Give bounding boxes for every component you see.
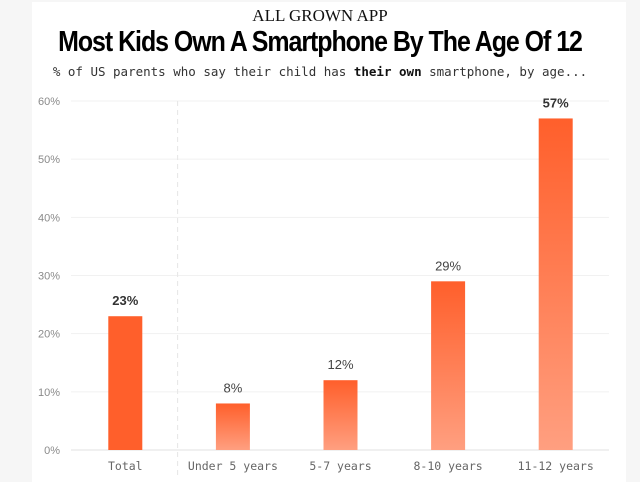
y-axis: 0% 10% 20% 30% 40% 50% 60% — [38, 96, 60, 457]
data-label: 12% — [327, 357, 353, 372]
y-tick-label: 60% — [38, 96, 60, 108]
x-tick-label: Total — [108, 459, 143, 473]
bar — [323, 380, 358, 450]
y-tick-label: 40% — [38, 212, 60, 224]
bar — [538, 118, 573, 450]
bar — [108, 316, 143, 450]
subtitle-text-bold: their own — [353, 64, 422, 79]
y-tick-label: 50% — [38, 154, 60, 166]
subtitle-text-pre: % of US parents who say their child has — [52, 64, 354, 79]
x-tick-label: 8-10 years — [413, 459, 482, 473]
data-label: 8% — [224, 380, 243, 395]
data-label: 57% — [543, 95, 569, 110]
x-tick-label: 11-12 years — [518, 459, 594, 473]
brand-name: ALL GROWN APP — [252, 6, 388, 25]
data-label: 29% — [435, 258, 461, 273]
bar — [215, 403, 250, 450]
x-tick-label: 5-7 years — [309, 459, 371, 473]
data-labels: 23% 8% 12% 29% 57% — [112, 95, 569, 395]
data-label: 23% — [112, 293, 138, 308]
x-tick-label: Under 5 years — [188, 459, 278, 473]
bar — [431, 281, 466, 450]
y-tick-label: 20% — [38, 329, 60, 341]
y-tick-label: 0% — [44, 445, 60, 457]
subtitle-text-post: smartphone, by age... — [421, 64, 588, 79]
y-tick-label: 30% — [38, 271, 60, 283]
y-tick-label: 10% — [38, 387, 60, 399]
chart-title: Most Kids Own A Smartphone By The Age Of… — [58, 26, 583, 58]
x-axis: Total Under 5 years 5-7 years 8-10 years 11-… — [108, 459, 594, 473]
bars — [108, 118, 573, 450]
chart-subtitle: % of US parents who say their child has … — [0, 64, 640, 79]
